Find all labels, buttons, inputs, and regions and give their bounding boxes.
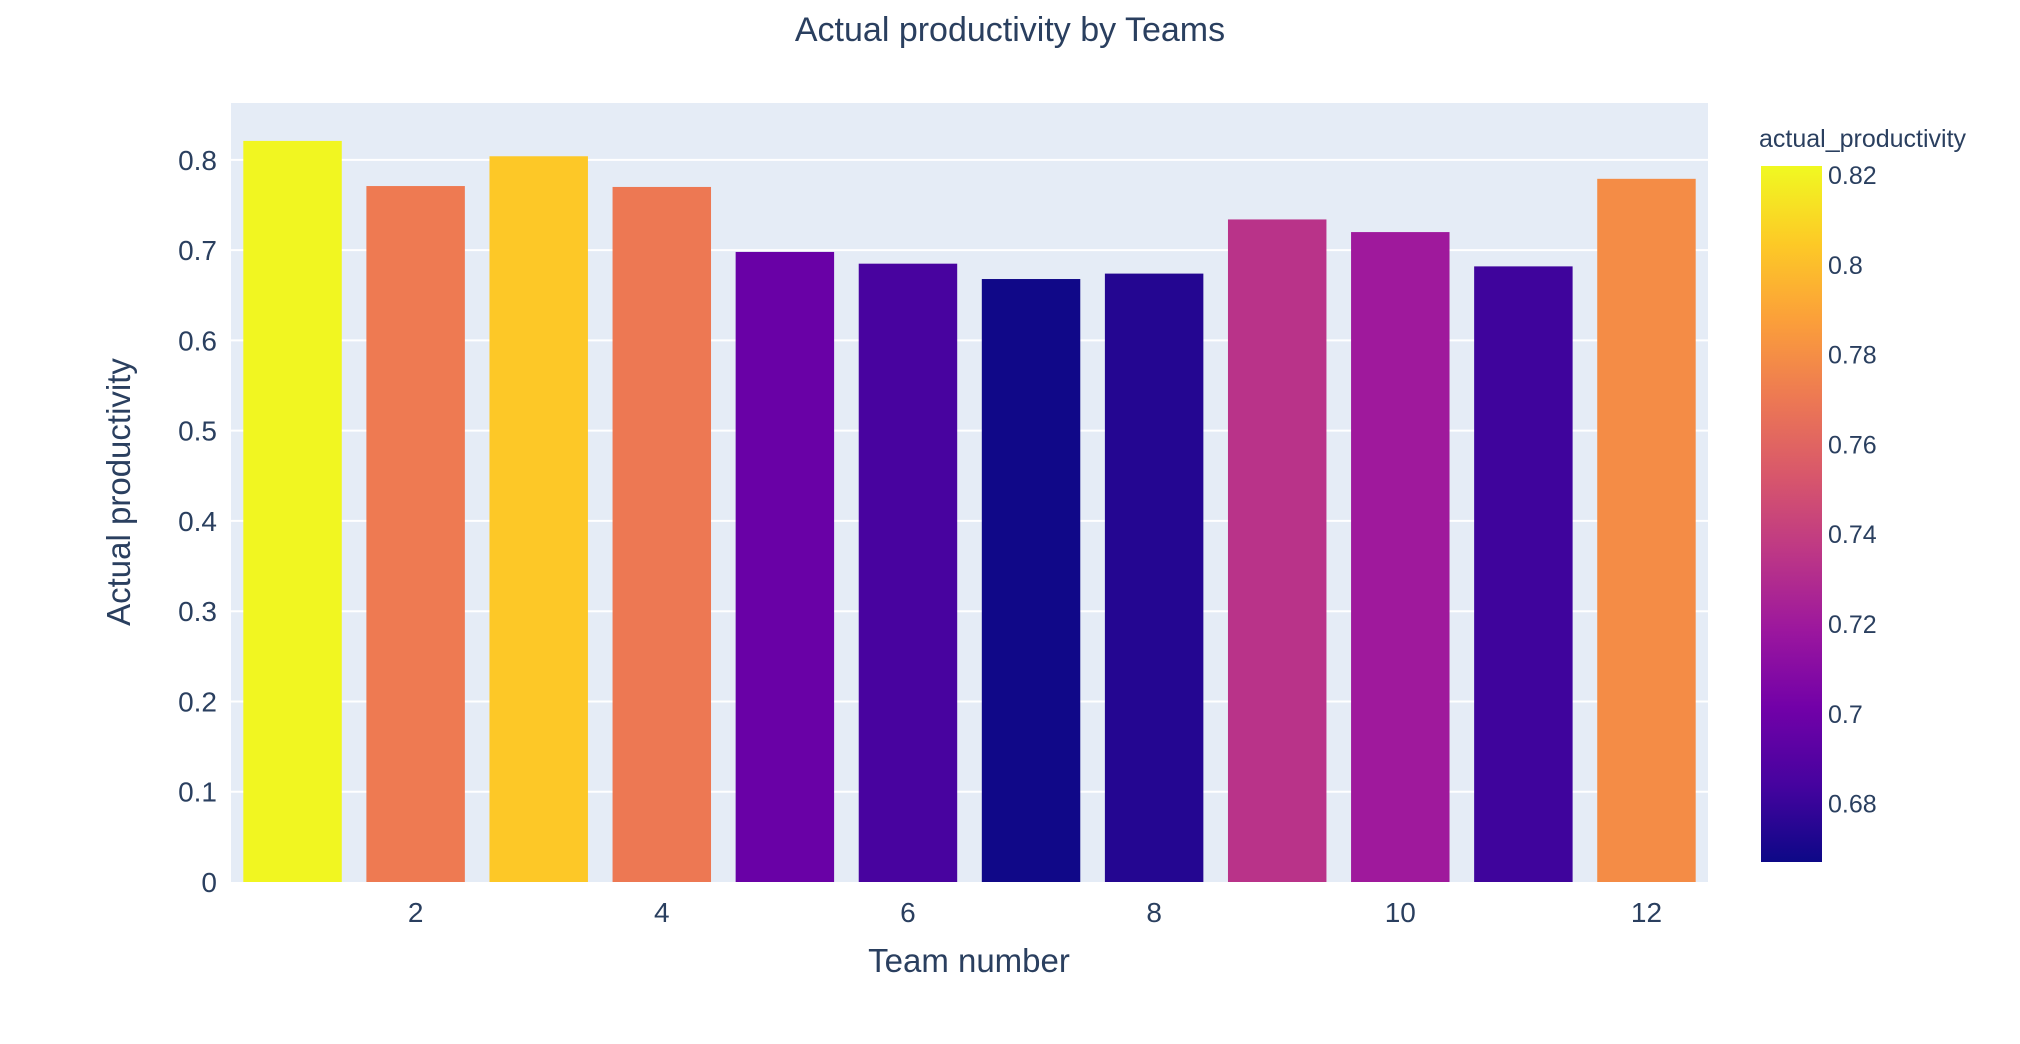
y-tick-label: 0.4 [178,506,217,537]
bar[interactable] [1597,178,1696,883]
colorbar-gradient [1761,166,1822,862]
chart-title: Actual productivity by Teams [795,11,1225,49]
x-axis-ticks: 2 4 6 8 10 12 [408,897,1662,928]
y-tick-label: 0.8 [178,145,217,176]
bar[interactable] [1474,266,1573,882]
x-tick-label: 2 [408,897,424,928]
gridlines [231,158,1708,793]
bar[interactable] [1227,219,1327,883]
x-tick-label: 4 [654,897,670,928]
x-axis-title: Team number [868,942,1070,979]
bar[interactable] [366,186,465,883]
colorbar: actual_productivity 0.680.70.720.740.760… [1759,125,1967,862]
colorbar-tick-label: 0.82 [1828,162,1877,190]
x-tick-label: 8 [1146,897,1162,928]
bar[interactable] [981,279,1081,883]
y-axis-title: Actual productivity [100,358,137,626]
y-tick-label: 0.5 [178,416,217,447]
colorbar-tick-label: 0.76 [1828,431,1877,459]
bars [243,140,1696,883]
y-axis-ticks: 0 0.1 0.2 0.3 0.4 0.5 0.6 0.7 0.8 [178,145,217,898]
colorbar-tick-label: 0.74 [1828,521,1877,549]
colorbar-tick-label: 0.68 [1828,791,1877,819]
bar[interactable] [243,140,342,883]
bar[interactable] [1104,273,1204,882]
y-tick-label: 0.6 [178,325,217,356]
y-tick-label: 0.2 [178,686,217,717]
x-tick-label: 10 [1385,897,1416,928]
colorbar-title: actual_productivity [1759,125,1967,153]
x-tick-label: 12 [1631,897,1662,928]
bar[interactable] [489,156,588,882]
y-tick-label: 0 [201,867,217,898]
colorbar-tick-label: 0.72 [1828,611,1877,639]
y-tick-label: 0.1 [178,777,217,808]
bar[interactable] [612,186,712,882]
plot-background [231,103,1708,882]
bar[interactable] [735,251,835,882]
y-tick-label: 0.7 [178,235,217,266]
colorbar-tick-label: 0.78 [1828,342,1877,370]
colorbar-tick-label: 0.7 [1828,701,1863,729]
bar[interactable] [858,263,958,882]
x-tick-label: 6 [900,897,916,928]
colorbar-ticks: 0.68 0.7 0.72 0.74 0.76 0.78 0.8 0.82 [1828,162,1877,819]
bar[interactable] [1351,232,1450,882]
colorbar-tick-label: 0.8 [1828,252,1863,280]
y-tick-label: 0.3 [178,596,217,627]
